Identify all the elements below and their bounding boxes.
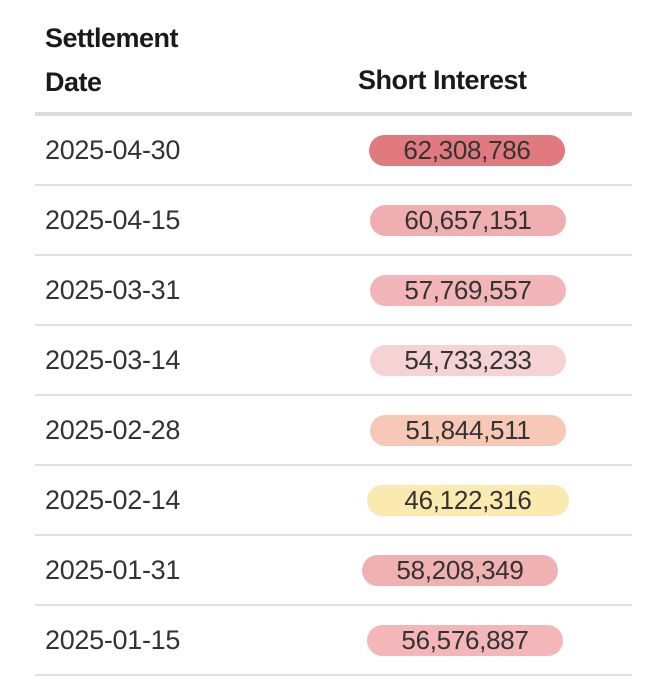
short-interest-value: 56,576,887	[367, 625, 563, 656]
short-interest-value: 58,208,349	[362, 555, 558, 586]
header-date-line1: Settlement	[45, 23, 179, 53]
short-interest-value: 51,844,511	[370, 415, 566, 446]
table-row: 2025-01-31 58,208,349	[35, 536, 632, 606]
short-interest-value: 60,657,151	[370, 205, 566, 236]
short-interest-value: 54,733,233	[370, 345, 566, 376]
settlement-date: 2025-03-14	[45, 345, 181, 375]
table-row: 2025-03-14 54,733,233	[35, 326, 632, 396]
settlement-date: 2025-01-15	[45, 625, 181, 655]
short-interest-value: 62,308,786	[369, 135, 565, 166]
table-row: 2025-02-14 46,122,316	[35, 466, 632, 536]
table-row: 2025-01-15 56,576,887	[35, 606, 632, 676]
short-interest-table: Settlement Date Short Interest 2025-04-3…	[35, 0, 632, 676]
settlement-date: 2025-04-30	[45, 135, 181, 165]
short-interest-value: 57,769,557	[370, 275, 566, 306]
table-row: 2025-02-28 51,844,511	[35, 396, 632, 466]
header-short-interest: Short Interest	[358, 65, 527, 95]
short-interest-value: 46,122,316	[367, 485, 569, 516]
table-row: 2025-04-15 60,657,151	[35, 186, 632, 256]
table-row: 2025-03-31 57,769,557	[35, 256, 632, 326]
table-row: 2025-04-30 62,308,786	[35, 116, 632, 186]
settlement-date: 2025-02-14	[45, 485, 181, 515]
settlement-date: 2025-03-31	[45, 275, 181, 305]
settlement-date: 2025-01-31	[45, 555, 181, 585]
table-header: Settlement Date Short Interest	[35, 0, 632, 116]
header-settlement-date: Settlement Date	[45, 16, 179, 104]
header-date-line2: Date	[45, 67, 102, 97]
settlement-date: 2025-04-15	[45, 205, 181, 235]
settlement-date: 2025-02-28	[45, 415, 181, 445]
